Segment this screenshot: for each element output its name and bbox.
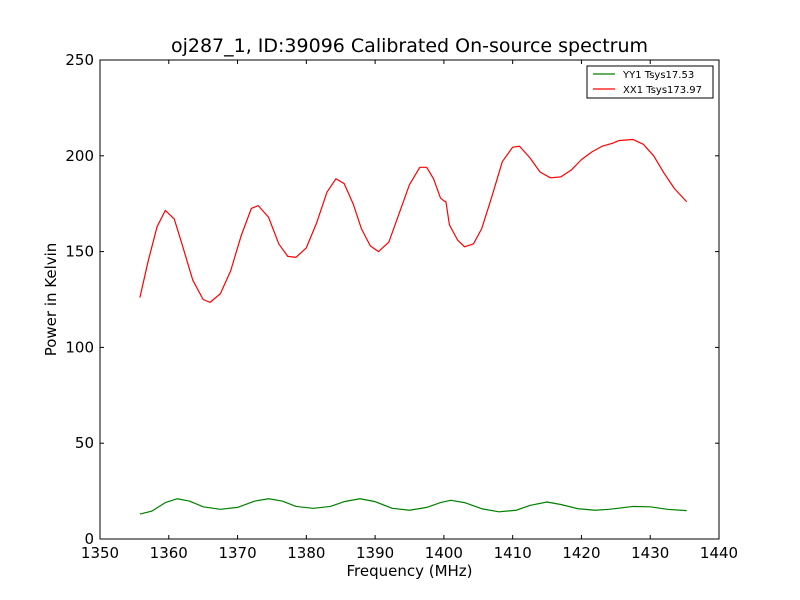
legend-label: XX1 Tsys173.97 <box>623 85 702 96</box>
chart-title: oj287_1, ID:39096 Calibrated On-source s… <box>171 35 648 57</box>
x-tick-label: 1370 <box>218 544 256 562</box>
x-tick-label: 1360 <box>150 544 188 562</box>
y-tick-label: 200 <box>65 147 94 165</box>
y-axis-label: Power in Kelvin <box>42 243 60 357</box>
y-tick-label: 250 <box>65 51 94 69</box>
x-tick-label: 1420 <box>562 544 600 562</box>
legend-box <box>586 65 714 99</box>
x-axis-label: Frequency (MHz) <box>346 562 472 580</box>
y-tick-label: 150 <box>65 243 94 261</box>
x-tick-label: 1390 <box>356 544 394 562</box>
plot-area <box>100 60 719 539</box>
y-tick-label: 100 <box>65 338 94 356</box>
y-tick-label: 0 <box>84 530 94 548</box>
ticks-layer: 1350 1360 1370 1380 1390 1400 1410 1420 1430 1440… <box>65 51 738 562</box>
series-line-1 <box>139 138 688 303</box>
x-tick-label: 1400 <box>425 544 463 562</box>
x-tick-label: 1440 <box>700 544 738 562</box>
plot-frame <box>99 59 720 540</box>
series-line-0 <box>139 498 687 515</box>
series-layer <box>139 138 688 515</box>
legend: YY1 Tsys17.53 XX1 Tsys173.97 <box>586 65 714 99</box>
legend-label: YY1 Tsys17.53 <box>622 70 694 81</box>
x-tick-label: 1350 <box>81 544 119 562</box>
y-tick-label: 50 <box>75 434 94 452</box>
x-tick-label: 1410 <box>494 544 532 562</box>
x-tick-label: 1380 <box>287 544 325 562</box>
x-tick-label: 1430 <box>631 544 669 562</box>
